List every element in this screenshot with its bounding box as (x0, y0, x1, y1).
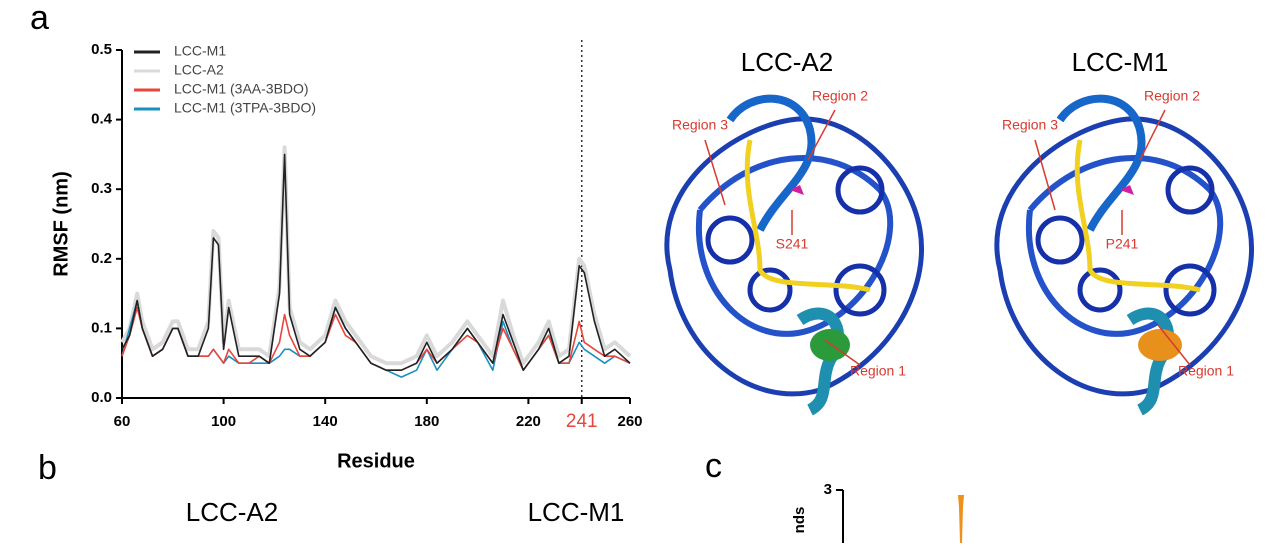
x-tick-label: 60 (114, 413, 131, 430)
y-axis-label: RMSF (nm) (50, 171, 72, 277)
y-tick-label: 0.2 (91, 250, 112, 267)
legend-label: LCC-M1 (3TPA-3BDO) (174, 100, 316, 116)
y-tick-label: 0.0 (91, 389, 112, 406)
panel-title: LCC-M1 (528, 497, 625, 527)
violin-shape (958, 495, 964, 543)
x-tick-label: 100 (211, 413, 236, 430)
legend-label: LCC-M1 (3AA-3BDO) (174, 81, 309, 97)
legend-label: LCC-M1 (174, 43, 226, 59)
panel-label: a (30, 0, 49, 37)
highlight-region (1138, 329, 1182, 361)
series-line (121, 153, 631, 371)
legend-label: LCC-A2 (174, 62, 224, 78)
x-tick-label: 140 (313, 413, 338, 430)
region-label: Region 1 (1178, 363, 1234, 379)
y-tick-label: 3 (824, 481, 832, 498)
region-label: Region 1 (850, 363, 906, 379)
region-label: Region 3 (1002, 117, 1058, 133)
series-line (120, 145, 632, 366)
highlight-region (810, 329, 850, 361)
region-label: Region 3 (672, 117, 728, 133)
panel-title: LCC-A2 (186, 497, 278, 527)
y-tick-label: 0.4 (91, 111, 113, 128)
y-tick-label: 0.5 (91, 41, 112, 58)
x-tick-label: 180 (414, 413, 439, 430)
y-tick-label: 0.1 (91, 319, 112, 336)
panel-label: b (38, 449, 57, 487)
residue-label: P241 (1106, 236, 1139, 252)
x-tick-label: 241 (566, 411, 598, 432)
x-tick-label: 220 (516, 413, 541, 430)
structure-title: LCC-A2 (741, 47, 833, 77)
panel-label: c (705, 447, 722, 485)
residue-label: S241 (776, 236, 809, 252)
structure-title: LCC-M1 (1072, 47, 1169, 77)
region-label: Region 2 (1144, 88, 1200, 104)
x-tick-label: 260 (617, 413, 642, 430)
arrows (704, 109, 1191, 366)
y-axis-label: nds (791, 507, 808, 534)
region-label: Region 2 (812, 88, 868, 104)
x-axis-label: Residue (337, 450, 415, 472)
y-tick-label: 0.3 (91, 180, 112, 197)
